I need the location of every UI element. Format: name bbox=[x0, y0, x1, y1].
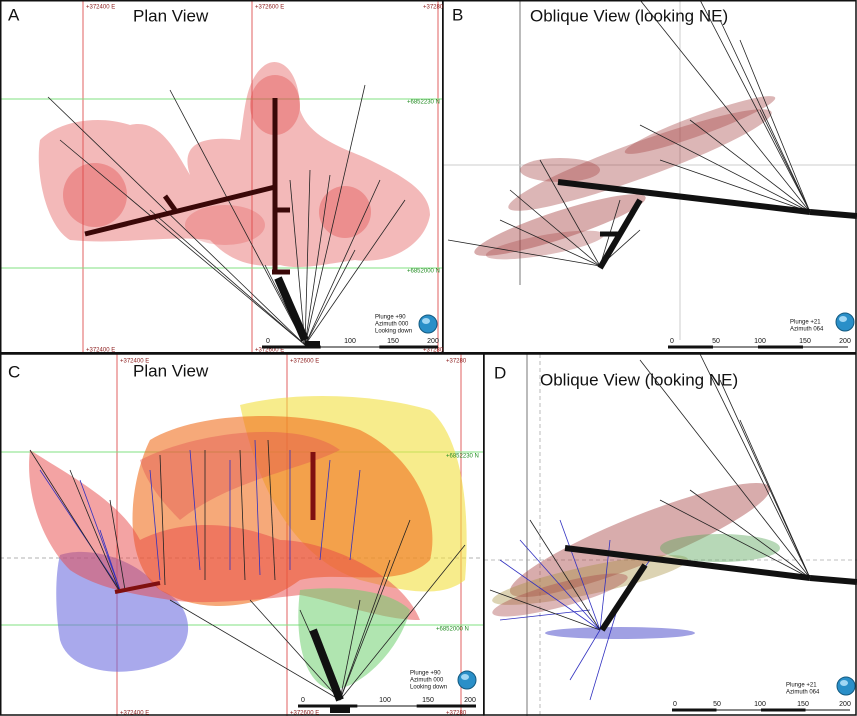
grid-label: +372600 E bbox=[290, 711, 319, 716]
grid-label: +372400 E bbox=[120, 359, 149, 365]
underground-workings bbox=[564, 545, 857, 632]
scale-label: 200 bbox=[839, 338, 851, 345]
grid-label: +6852000 N bbox=[436, 627, 469, 633]
orientation-globe bbox=[836, 676, 856, 696]
scale-label: 200 bbox=[427, 338, 439, 345]
scale-label: 50 bbox=[713, 701, 721, 708]
grid bbox=[0, 0, 443, 352]
scale-label: 100 bbox=[754, 338, 766, 345]
panel-b bbox=[443, 0, 857, 340]
underground-workings bbox=[114, 452, 350, 713]
grid-label: +372600 E bbox=[255, 5, 284, 11]
globe-highlight bbox=[422, 318, 430, 324]
scale-label: 150 bbox=[387, 338, 399, 345]
grid-label: +6852000 N bbox=[407, 269, 440, 275]
scale-label: 0 bbox=[670, 338, 674, 345]
orientation-text: Plunge +90 bbox=[375, 315, 406, 321]
orientation-globe bbox=[418, 314, 438, 334]
scale-label: 200 bbox=[839, 701, 851, 708]
scale-label: 50 bbox=[712, 338, 720, 345]
ore-shells bbox=[29, 395, 467, 690]
scale-label: 0 bbox=[673, 701, 677, 708]
panel-title: Plan View bbox=[133, 361, 209, 380]
orientation-text: Plunge +21 bbox=[790, 320, 821, 326]
orientation-text: Plunge +21 bbox=[786, 683, 817, 689]
orientation-text: Azimuth 000 bbox=[410, 678, 444, 684]
panel-letter: D bbox=[494, 363, 506, 382]
orientation-text: Looking down bbox=[410, 685, 447, 691]
orientation-text: Plunge +90 bbox=[410, 671, 441, 677]
grid-label: +37280 bbox=[446, 711, 467, 716]
grid-label: +372400 E bbox=[86, 348, 115, 354]
drill-holes bbox=[489, 353, 811, 631]
scale-label: 100 bbox=[754, 701, 766, 708]
panel-letter: A bbox=[8, 5, 20, 24]
globe-highlight bbox=[840, 680, 848, 686]
grid-label: +6852230 N bbox=[446, 454, 479, 460]
drill-holes bbox=[447, 0, 811, 267]
panel-title: Oblique View (looking NE) bbox=[530, 6, 728, 25]
scale-label: 100 bbox=[379, 697, 391, 704]
orientation-text: Azimuth 000 bbox=[375, 322, 409, 328]
globe-highlight bbox=[461, 674, 469, 680]
ore-shells bbox=[492, 483, 780, 639]
ore-shells bbox=[38, 62, 430, 268]
grid-label: +37280 bbox=[423, 348, 444, 354]
grid-label: +372600 E bbox=[255, 348, 284, 354]
orientation-text: Azimuth 064 bbox=[790, 327, 824, 333]
panel-letter: C bbox=[8, 362, 20, 381]
panel-title: Plan View bbox=[133, 6, 209, 25]
underground-workings bbox=[84, 98, 320, 347]
grid-label: +372400 E bbox=[120, 711, 149, 716]
scale-label: 150 bbox=[797, 701, 809, 708]
drill-holes-blue bbox=[39, 439, 361, 591]
panel-c bbox=[0, 354, 484, 716]
panel-d bbox=[484, 353, 857, 716]
drill-holes bbox=[47, 84, 406, 346]
orientation-globe bbox=[457, 670, 477, 690]
panel-title: Oblique View (looking NE) bbox=[540, 370, 738, 389]
labels: A Plan View+372400 E +372600 E +37280+37240… bbox=[8, 5, 856, 716]
grid-label: +372400 E bbox=[86, 5, 115, 11]
orientation-globe bbox=[835, 312, 855, 332]
globe-highlight bbox=[839, 316, 847, 322]
grid-label: +37280 bbox=[423, 5, 444, 11]
scale-label: 200 bbox=[464, 697, 476, 704]
scale-label: 0 bbox=[301, 697, 305, 704]
grid-label: +372600 E bbox=[290, 359, 319, 365]
scale-label: 100 bbox=[344, 338, 356, 345]
orientation-text: Looking down bbox=[375, 329, 412, 335]
panel-a bbox=[0, 0, 443, 352]
grid-label: +37280 bbox=[446, 359, 467, 365]
scale-label: 150 bbox=[422, 697, 434, 704]
underground-workings bbox=[557, 179, 857, 270]
scale-label: 150 bbox=[799, 338, 811, 345]
orientation-text: Azimuth 064 bbox=[786, 690, 820, 696]
scale-label: 0 bbox=[266, 338, 270, 345]
grid-label: +6852230 N bbox=[407, 100, 440, 106]
panel-letter: B bbox=[452, 5, 463, 24]
